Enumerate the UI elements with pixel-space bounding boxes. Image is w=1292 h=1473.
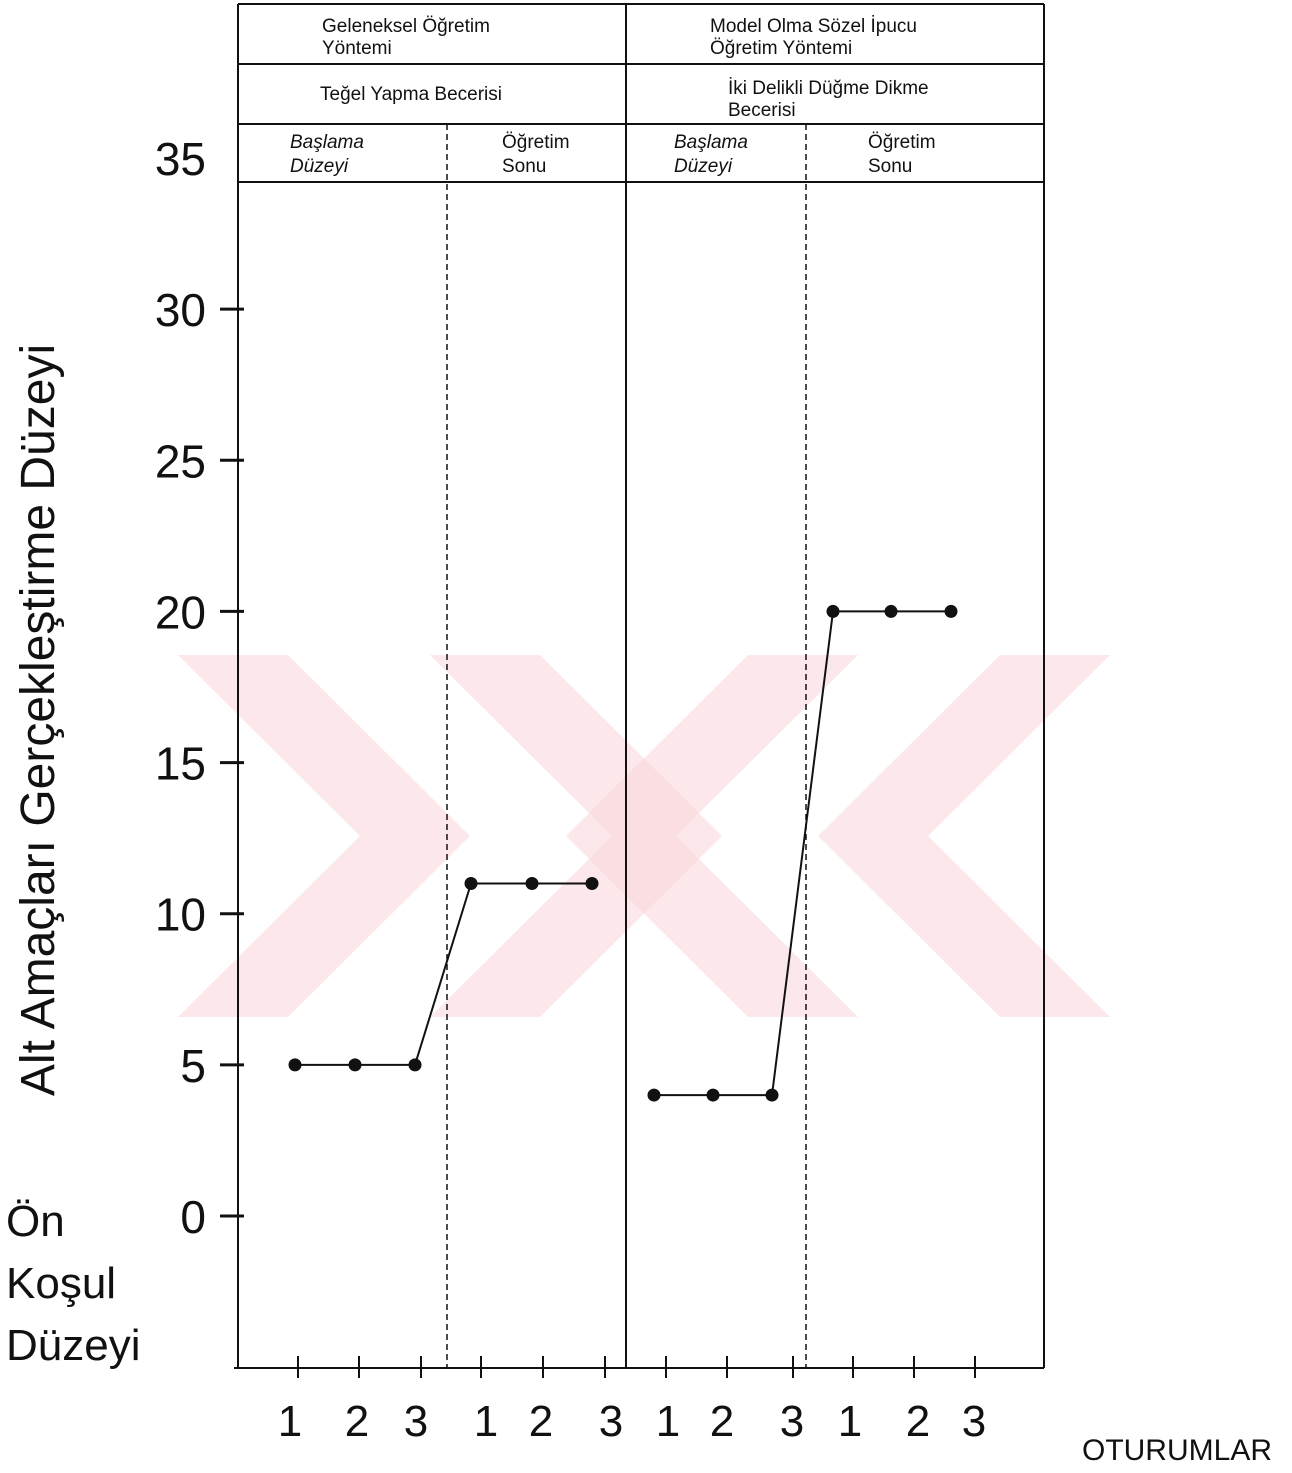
phase-label: Öğretim (502, 132, 570, 153)
data-point (884, 604, 898, 618)
phase-label: Sonu (868, 156, 912, 177)
y-tick-label: 5 (180, 1040, 206, 1092)
y-axis: 0 5 10 15 20 25 30 35 (155, 133, 244, 1243)
x-axis-label: OTURUMLAR (1082, 1434, 1272, 1467)
y-tick-label: 30 (155, 284, 206, 336)
method-label: Geleneksel Öğretim (322, 16, 490, 37)
x-tick-label: 1 (838, 1397, 862, 1446)
x-tick-label: 2 (529, 1397, 553, 1446)
data-point (464, 876, 478, 890)
data-point (525, 876, 539, 890)
prerequisite-label-line: Düzeyi (6, 1321, 141, 1370)
prerequisite-label-line: Ön (6, 1197, 65, 1246)
chart-frame (234, 3, 1045, 1369)
prerequisite-label: Ön Koşul Düzeyi (6, 1197, 141, 1370)
y-axis-label: Alt Amaçları Gerçekleştirme Düzeyi (12, 344, 65, 1096)
data-point (408, 1058, 422, 1072)
y-tick-label: 15 (155, 738, 206, 790)
x-tick-label: 3 (599, 1397, 623, 1446)
x-tick-label: 2 (710, 1397, 734, 1446)
phase-label: Başlama (290, 132, 364, 153)
skill-label: Teğel Yapma Becerisi (320, 84, 502, 105)
data-point (585, 876, 599, 890)
skill-label: Becerisi (728, 100, 796, 121)
x-tick-label: 2 (906, 1397, 930, 1446)
data-point (288, 1058, 302, 1072)
x-tick-label: 1 (656, 1397, 680, 1446)
x-tick-label: 2 (345, 1397, 369, 1446)
x-tick-label: 3 (404, 1397, 428, 1446)
data-point (765, 1088, 779, 1102)
method-label: Öğretim Yöntemi (710, 38, 852, 59)
method-label: Yöntemi (322, 38, 392, 59)
data-point (826, 604, 840, 618)
prerequisite-label-line: Koşul (6, 1259, 116, 1308)
data-point (944, 604, 958, 618)
x-tick-label: 3 (962, 1397, 986, 1446)
x-tick-label: 1 (278, 1397, 302, 1446)
skill-label: İki Delikli Düğme Dikme (728, 78, 929, 99)
y-tick-label: 10 (155, 889, 206, 941)
y-tick-label: 35 (155, 133, 206, 185)
series-line (654, 610, 951, 1097)
phase-label: Başlama (674, 132, 748, 153)
data-point (348, 1058, 362, 1072)
data-point (706, 1088, 720, 1102)
phase-label: Öğretim (868, 132, 936, 153)
phase-label: Sonu (502, 156, 546, 177)
watermark-logo (178, 655, 1110, 1017)
y-tick-label: 0 (180, 1191, 206, 1243)
phase-label: Düzeyi (674, 156, 733, 177)
y-tick-label: 25 (155, 435, 206, 487)
series-line (295, 882, 592, 1066)
data-point (647, 1088, 661, 1102)
method-label: Model Olma Sözel İpucu (710, 16, 917, 37)
phase-label: Düzeyi (290, 156, 349, 177)
data-series (288, 604, 958, 1102)
x-tick-label: 1 (474, 1397, 498, 1446)
y-tick-label: 20 (155, 586, 206, 638)
x-tick-label: 3 (780, 1397, 804, 1446)
